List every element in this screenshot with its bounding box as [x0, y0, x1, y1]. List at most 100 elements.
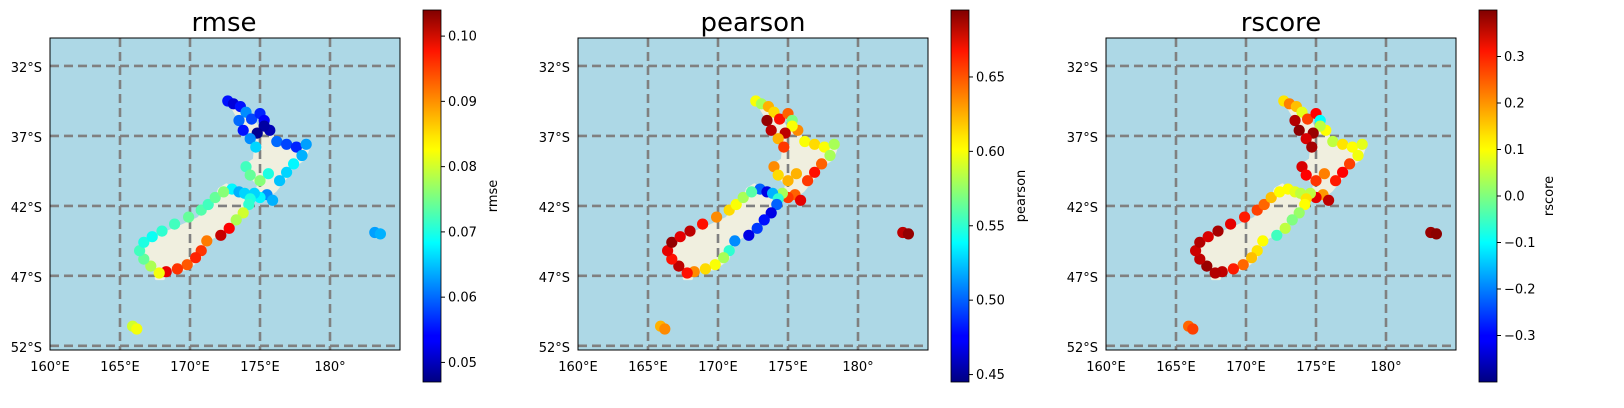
map-frame	[49, 37, 401, 351]
station-point	[146, 231, 158, 243]
station-point	[267, 194, 279, 206]
colorbar-ticks: −0.3 −0.2 −0.1 0.0 0.1 0.2 0.3	[1497, 50, 1536, 344]
station-point	[1257, 235, 1269, 247]
station-point	[718, 252, 730, 264]
station-point	[795, 194, 807, 206]
panel-title: rscore	[1241, 8, 1322, 38]
lon-tick-label: 175°E	[240, 360, 280, 375]
lat-tick-label: 47°S	[1067, 271, 1098, 286]
station-point	[1190, 245, 1202, 257]
colorbar-gradient	[1478, 9, 1498, 383]
lat-tick-label: 52°S	[11, 341, 42, 356]
map-area	[1105, 37, 1457, 351]
lat-tick-label: 42°S	[539, 201, 570, 216]
lat-tick-label: 47°S	[539, 271, 570, 286]
lat-tick-label: 37°S	[1067, 131, 1098, 146]
colorbar-tick-label: 0.50	[976, 294, 1005, 309]
station-point	[290, 141, 302, 153]
station-point	[737, 191, 749, 204]
lat-tick-label: 47°S	[11, 271, 42, 286]
lon-tick-label: 165°E	[1156, 360, 1196, 375]
colorbar-tick-label: 0.10	[448, 30, 477, 45]
map-panel-pearson: pearson 32°S 37°S 42°S 47°S 52°S 160°E 1…	[539, 8, 1029, 383]
colorbar-gradient	[950, 9, 970, 383]
station-point	[1337, 166, 1349, 178]
colorbar-tick-label: 0.09	[448, 95, 477, 110]
lon-tick-label: 175°E	[1296, 360, 1336, 375]
map-panel-rscore: rscore 32°S 37°S 42°S 47°S 52°S 160°E 16…	[1067, 8, 1557, 383]
colorbar-tick-label: −0.2	[1504, 283, 1536, 298]
station-point	[1337, 138, 1349, 150]
station-point	[666, 253, 678, 265]
station-point	[802, 175, 814, 187]
station-point	[1300, 133, 1312, 145]
station-point	[662, 245, 674, 257]
station-point	[1323, 194, 1335, 206]
station-point	[1344, 158, 1356, 170]
station-point	[296, 149, 308, 162]
panel-title: pearson	[700, 8, 805, 38]
station-point	[1246, 252, 1258, 264]
lon-tick-label: 180°	[842, 360, 873, 375]
station-point	[730, 198, 742, 211]
colorbar: 0.05 0.06 0.07 0.08 0.09 0.10 rmse	[422, 9, 501, 383]
station-point	[1194, 253, 1206, 265]
lat-tick-label: 42°S	[11, 201, 42, 216]
colorbar-gradient	[422, 9, 442, 383]
station-point	[1279, 222, 1291, 234]
station-point	[169, 218, 181, 230]
station-point	[1310, 175, 1322, 187]
station-point	[274, 175, 286, 187]
station-point	[1296, 161, 1308, 173]
lat-tick-label: 32°S	[539, 61, 570, 76]
station-point	[244, 169, 256, 181]
station-point	[1239, 211, 1251, 223]
station-point	[1209, 267, 1221, 279]
colorbar-tick-label: 0.06	[448, 291, 477, 306]
colorbar-tick-label: 0.08	[448, 160, 477, 175]
station-point	[374, 228, 386, 240]
station-point	[258, 120, 270, 132]
lat-tick-label: 52°S	[539, 341, 570, 356]
station-point	[218, 186, 230, 198]
station-point	[134, 245, 146, 257]
map-frame	[1105, 37, 1457, 351]
lon-tick-label: 170°E	[1226, 360, 1266, 375]
colorbar-ticks: 0.05 0.06 0.07 0.08 0.09 0.10	[441, 30, 477, 371]
station-point	[799, 135, 811, 148]
lon-tick-label: 180°	[314, 360, 345, 375]
station-point	[183, 211, 195, 223]
station-point	[1271, 229, 1283, 241]
station-point	[1265, 191, 1277, 204]
station-point	[824, 149, 836, 162]
station-point	[300, 138, 312, 150]
station-point	[774, 113, 786, 125]
station-point	[1274, 186, 1286, 198]
station-point	[181, 259, 193, 271]
station-point	[1187, 323, 1199, 335]
colorbar-label: rmse	[486, 180, 501, 213]
station-point	[828, 138, 840, 150]
station-point	[262, 168, 274, 180]
lat-tick-label: 52°S	[1067, 341, 1098, 356]
station-point	[131, 323, 143, 335]
station-point	[1212, 225, 1224, 237]
lat-tick-label: 37°S	[539, 131, 570, 146]
station-point	[254, 175, 266, 187]
station-point	[761, 114, 773, 127]
station-point	[1194, 236, 1206, 248]
station-point	[138, 236, 150, 248]
station-point	[1202, 231, 1214, 243]
colorbar-tick-label: 0.2	[1504, 97, 1525, 112]
station-point	[250, 141, 262, 153]
lat-tick-label: 32°S	[11, 61, 42, 76]
station-point	[244, 133, 256, 145]
colorbar-tick-label: 0.45	[976, 368, 1005, 383]
colorbar-label: pearson	[1014, 170, 1029, 223]
station-point	[230, 214, 242, 226]
station-point	[711, 211, 723, 223]
station-point	[1293, 207, 1305, 219]
station-point	[202, 198, 214, 211]
colorbar-tick-label: 0.0	[1504, 190, 1525, 205]
